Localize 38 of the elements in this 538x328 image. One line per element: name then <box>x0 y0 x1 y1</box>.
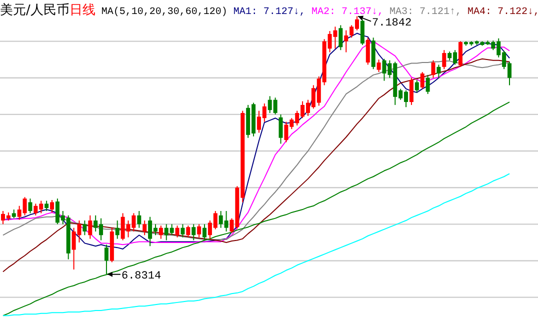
candlestick <box>180 224 185 238</box>
candlestick <box>28 198 32 214</box>
annotation: 7.1842 <box>372 17 412 30</box>
candlestick <box>436 64 441 78</box>
chart-title: 美元/人民币 <box>0 2 70 18</box>
candlestick <box>115 220 120 240</box>
candlestick <box>50 200 54 213</box>
candlestick <box>458 40 462 68</box>
legend-title: MA(5,10,20,30,60,120) <box>101 6 228 18</box>
text: MA4: 7.122↓, <box>467 7 538 18</box>
candlestick <box>44 200 49 212</box>
candlestick <box>420 72 424 90</box>
candlestick <box>414 80 419 94</box>
text: MA2: 7.137↓, <box>311 7 384 18</box>
candlestick <box>186 225 190 238</box>
text: MA1: 7.127↓, <box>233 7 306 18</box>
candlestick <box>376 59 381 73</box>
candlestick <box>192 224 196 241</box>
candlestick <box>278 114 283 144</box>
candlestick <box>158 225 163 240</box>
candlestick <box>104 244 108 275</box>
chart-subtitle: 日线 <box>69 3 96 18</box>
candlestick <box>82 220 87 236</box>
candlestick <box>366 37 370 66</box>
candlestick <box>197 224 202 238</box>
candlestick <box>431 60 436 78</box>
candlestick <box>338 24 343 51</box>
candlestick <box>344 30 348 53</box>
candlestick <box>202 224 207 241</box>
candlestick <box>137 210 142 228</box>
annotation: 6.8314 <box>121 270 162 282</box>
candlestick <box>426 74 430 94</box>
candlestick <box>88 214 92 240</box>
candlestick <box>142 220 147 236</box>
candlestick <box>409 77 414 106</box>
candlestick <box>442 50 446 70</box>
text: MA3: 7.121↑, <box>389 7 462 18</box>
candlestick <box>175 225 180 238</box>
